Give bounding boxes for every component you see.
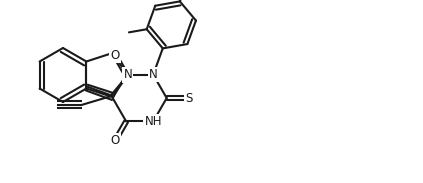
- Text: N: N: [149, 68, 158, 81]
- Text: NH: NH: [144, 115, 162, 128]
- Text: O: O: [110, 134, 120, 147]
- Text: N: N: [124, 68, 132, 81]
- Text: S: S: [185, 92, 192, 104]
- Text: O: O: [110, 49, 120, 62]
